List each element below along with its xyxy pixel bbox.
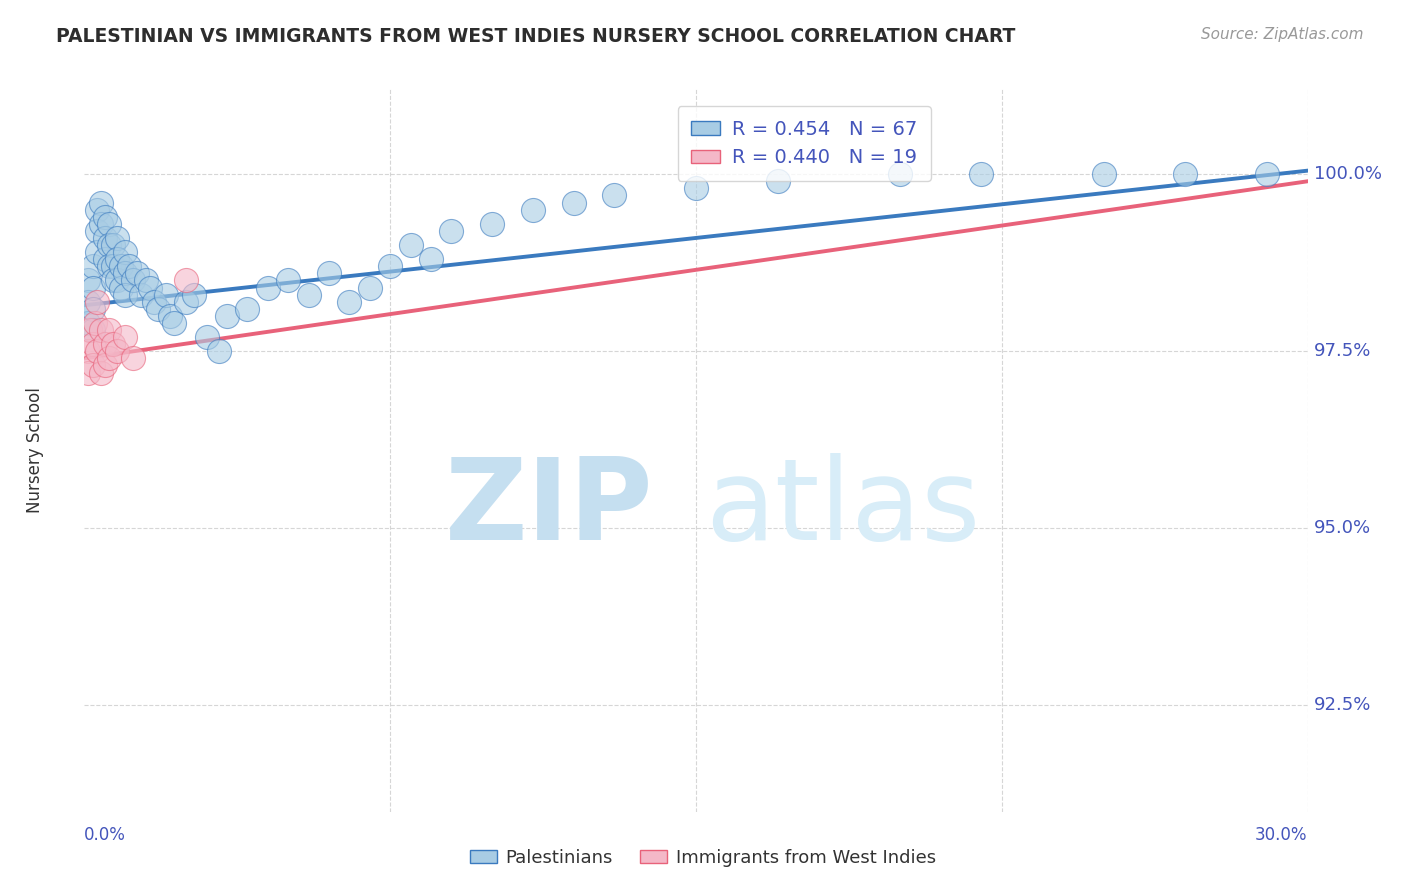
Point	[90, 366, 112, 380]
Text: 92.5%: 92.5%	[1313, 697, 1371, 714]
Point	[97, 323, 120, 337]
Legend: Palestinians, Immigrants from West Indies: Palestinians, Immigrants from West Indie…	[463, 842, 943, 874]
Point	[93, 210, 115, 224]
Text: 97.5%: 97.5%	[1313, 343, 1371, 360]
Point	[93, 252, 115, 267]
Point	[77, 294, 100, 309]
Text: 30.0%: 30.0%	[1256, 826, 1308, 844]
Point	[86, 344, 108, 359]
Point	[86, 202, 108, 217]
Text: 0.0%: 0.0%	[84, 826, 127, 844]
Point	[90, 217, 112, 231]
Point	[105, 344, 128, 359]
Point	[208, 344, 231, 359]
Point	[97, 217, 120, 231]
Point	[1092, 167, 1115, 181]
Point	[101, 260, 124, 274]
Point	[114, 266, 136, 280]
Point	[277, 273, 299, 287]
Text: 100.0%: 100.0%	[1313, 165, 1382, 183]
Point	[122, 273, 145, 287]
Point	[90, 195, 112, 210]
Point	[685, 181, 707, 195]
Point	[399, 238, 422, 252]
Point	[105, 231, 128, 245]
Point	[339, 294, 360, 309]
Text: 95.0%: 95.0%	[1313, 519, 1371, 537]
Point	[77, 316, 100, 330]
Point	[83, 316, 105, 330]
Point	[131, 287, 153, 301]
Point	[77, 366, 100, 380]
Point	[155, 287, 177, 301]
Point	[318, 266, 340, 280]
Point	[114, 287, 136, 301]
Point	[217, 309, 239, 323]
Point	[97, 238, 120, 252]
Text: Source: ZipAtlas.com: Source: ZipAtlas.com	[1201, 27, 1364, 42]
Point	[380, 260, 402, 274]
Point	[82, 280, 104, 294]
Point	[122, 351, 145, 366]
Point	[93, 337, 115, 351]
Point	[105, 252, 128, 267]
Point	[174, 294, 197, 309]
Point	[93, 231, 115, 245]
Point	[1256, 167, 1278, 181]
Point	[522, 202, 544, 217]
Point	[420, 252, 443, 267]
Point	[79, 323, 101, 337]
Point	[114, 330, 136, 344]
Point	[135, 273, 157, 287]
Point	[481, 217, 503, 231]
Point	[766, 174, 789, 188]
Point	[82, 337, 104, 351]
Point	[146, 301, 169, 316]
Point	[118, 260, 141, 274]
Point	[77, 273, 100, 287]
Point	[562, 195, 585, 210]
Point	[236, 301, 259, 316]
Point	[163, 316, 186, 330]
Point	[82, 359, 104, 373]
Point	[101, 273, 124, 287]
Point	[183, 287, 205, 301]
Point	[90, 323, 112, 337]
Point	[257, 280, 280, 294]
Point	[101, 337, 124, 351]
Point	[359, 280, 381, 294]
Point	[110, 260, 132, 274]
Point	[97, 351, 120, 366]
Point	[127, 266, 149, 280]
Point	[86, 294, 108, 309]
Point	[86, 224, 108, 238]
Text: atlas: atlas	[706, 453, 980, 564]
Point	[174, 273, 197, 287]
Point	[86, 245, 108, 260]
Point	[159, 309, 181, 323]
Point	[138, 280, 160, 294]
Point	[82, 260, 104, 274]
Point	[82, 323, 104, 337]
Legend: R = 0.454   N = 67, R = 0.440   N = 19: R = 0.454 N = 67, R = 0.440 N = 19	[678, 106, 931, 181]
Point	[603, 188, 626, 202]
Text: Nursery School: Nursery School	[27, 387, 45, 514]
Point	[82, 301, 104, 316]
Point	[105, 273, 128, 287]
Point	[440, 224, 463, 238]
Point	[101, 238, 124, 252]
Point	[110, 280, 132, 294]
Point	[77, 344, 100, 359]
Point	[970, 167, 993, 181]
Text: ZIP: ZIP	[444, 453, 654, 564]
Point	[97, 260, 120, 274]
Text: PALESTINIAN VS IMMIGRANTS FROM WEST INDIES NURSERY SCHOOL CORRELATION CHART: PALESTINIAN VS IMMIGRANTS FROM WEST INDI…	[56, 27, 1015, 45]
Point	[195, 330, 218, 344]
Point	[298, 287, 321, 301]
Point	[889, 167, 911, 181]
Point	[142, 294, 165, 309]
Point	[93, 359, 115, 373]
Point	[1174, 167, 1197, 181]
Point	[114, 245, 136, 260]
